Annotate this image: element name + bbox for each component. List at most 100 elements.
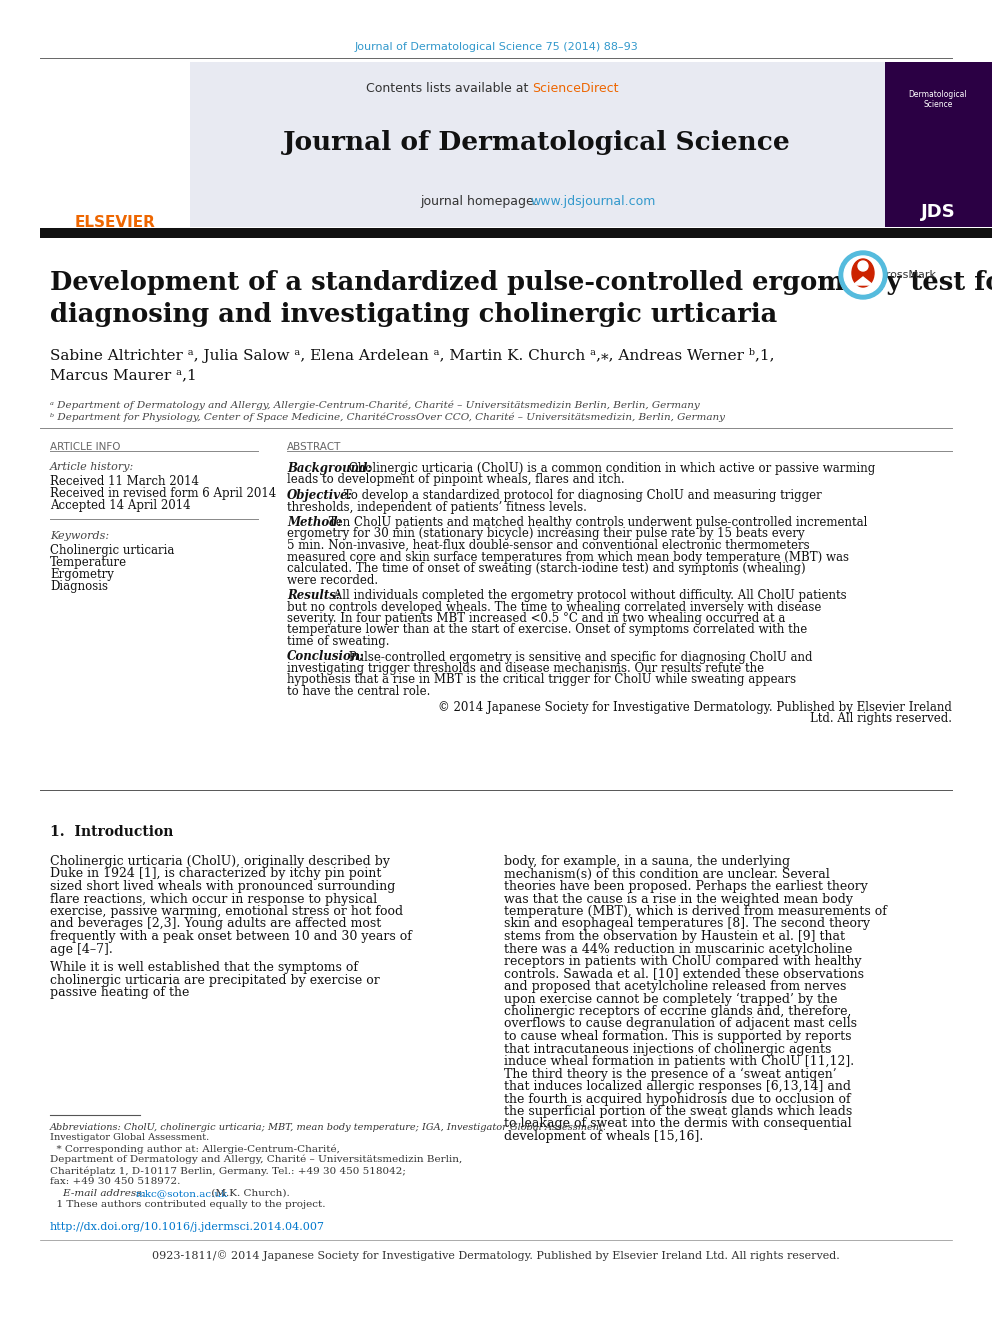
Text: Investigator Global Assessment.: Investigator Global Assessment. bbox=[50, 1132, 209, 1142]
Text: 5 min. Non-invasive, heat-flux double-sensor and conventional electronic thermom: 5 min. Non-invasive, heat-flux double-se… bbox=[287, 538, 809, 552]
Text: Cholinergic urticaria: Cholinergic urticaria bbox=[50, 544, 175, 557]
Text: the superficial portion of the sweat glands which leads: the superficial portion of the sweat gla… bbox=[504, 1105, 852, 1118]
Text: ARTICLE INFO: ARTICLE INFO bbox=[50, 442, 120, 452]
Text: ABSTRACT: ABSTRACT bbox=[287, 442, 341, 452]
Text: Department of Dermatology and Allergy, Charité – Universitätsmedizin Berlin,: Department of Dermatology and Allergy, C… bbox=[50, 1155, 462, 1164]
Text: there was a 44% reduction in muscarinic acetylcholine: there was a 44% reduction in muscarinic … bbox=[504, 942, 852, 955]
Text: theories have been proposed. Perhaps the earliest theory: theories have been proposed. Perhaps the… bbox=[504, 880, 868, 893]
Text: calculated. The time of onset of sweating (starch-iodine test) and symptoms (whe: calculated. The time of onset of sweatin… bbox=[287, 562, 806, 576]
Text: Science: Science bbox=[924, 101, 952, 108]
Text: Cholinergic urticaria (CholU), originally described by: Cholinergic urticaria (CholU), originall… bbox=[50, 855, 390, 868]
Text: (M.K. Church).: (M.K. Church). bbox=[208, 1189, 290, 1199]
Text: and proposed that acetylcholine released from nerves: and proposed that acetylcholine released… bbox=[504, 980, 846, 994]
Text: skin and esophageal temperatures [8]. The second theory: skin and esophageal temperatures [8]. Th… bbox=[504, 917, 870, 930]
Text: sized short lived wheals with pronounced surrounding: sized short lived wheals with pronounced… bbox=[50, 880, 396, 893]
Text: development of wheals [15,16].: development of wheals [15,16]. bbox=[504, 1130, 703, 1143]
Text: The third theory is the presence of a ‘sweat antigen’: The third theory is the presence of a ‘s… bbox=[504, 1068, 836, 1081]
Text: Charitéplatz 1, D-10117 Berlin, Germany. Tel.: +49 30 450 518042;: Charitéplatz 1, D-10117 Berlin, Germany.… bbox=[50, 1166, 406, 1176]
Text: 1 These authors contributed equally to the project.: 1 These authors contributed equally to t… bbox=[50, 1200, 325, 1209]
Bar bbox=[40, 228, 992, 238]
Text: ergometry for 30 min (stationary bicycle) increasing their pulse rate by 15 beat: ergometry for 30 min (stationary bicycle… bbox=[287, 528, 805, 541]
Text: fax: +49 30 450 518972.: fax: +49 30 450 518972. bbox=[50, 1177, 181, 1185]
Text: journal homepage:: journal homepage: bbox=[420, 194, 546, 208]
Text: Temperature: Temperature bbox=[50, 556, 127, 569]
Text: Ergometry: Ergometry bbox=[50, 568, 114, 581]
Text: All individuals completed the ergometry protocol without difficulty. All CholU p: All individuals completed the ergometry … bbox=[330, 589, 846, 602]
Text: ScienceDirect: ScienceDirect bbox=[532, 82, 618, 95]
Text: Ltd. All rights reserved.: Ltd. All rights reserved. bbox=[810, 712, 952, 725]
Text: Dermatological: Dermatological bbox=[909, 90, 967, 99]
Text: Journal of Dermatological Science 75 (2014) 88–93: Journal of Dermatological Science 75 (20… bbox=[354, 42, 638, 52]
Text: Journal of Dermatological Science: Journal of Dermatological Science bbox=[283, 130, 791, 155]
Text: severity. In four patients MBT increased <0.5 °C and in two whealing occurred at: severity. In four patients MBT increased… bbox=[287, 613, 786, 624]
Text: to cause wheal formation. This is supported by reports: to cause wheal formation. This is suppor… bbox=[504, 1031, 851, 1043]
Text: exercise, passive warming, emotional stress or hot food: exercise, passive warming, emotional str… bbox=[50, 905, 403, 918]
Text: mkc@soton.ac.uk: mkc@soton.ac.uk bbox=[136, 1189, 228, 1199]
Bar bbox=[885, 62, 992, 228]
Text: hypothesis that a rise in MBT is the critical trigger for CholU while sweating a: hypothesis that a rise in MBT is the cri… bbox=[287, 673, 797, 687]
Text: induce wheal formation in patients with CholU [11,12].: induce wheal formation in patients with … bbox=[504, 1054, 854, 1068]
Text: Received in revised form 6 April 2014: Received in revised form 6 April 2014 bbox=[50, 487, 276, 500]
Text: http://dx.doi.org/10.1016/j.jdermsci.2014.04.007: http://dx.doi.org/10.1016/j.jdermsci.201… bbox=[50, 1222, 325, 1232]
Text: diagnosing and investigating cholinergic urticaria: diagnosing and investigating cholinergic… bbox=[50, 302, 778, 327]
Text: but no controls developed wheals. The time to whealing correlated inversely with: but no controls developed wheals. The ti… bbox=[287, 601, 821, 614]
Text: temperature (MBT), which is derived from measurements of: temperature (MBT), which is derived from… bbox=[504, 905, 887, 918]
Text: Abbreviations: CholU, cholinergic urticaria; MBT, mean body temperature; IGA, In: Abbreviations: CholU, cholinergic urtica… bbox=[50, 1123, 607, 1132]
Text: Sabine Altrichter ᵃ, Julia Salow ᵃ, Elena Ardelean ᵃ, Martin K. Church ᵃ,⁎, Andr: Sabine Altrichter ᵃ, Julia Salow ᵃ, Elen… bbox=[50, 348, 775, 363]
Bar bbox=[190, 62, 885, 228]
Text: frequently with a peak onset between 10 and 30 years of: frequently with a peak onset between 10 … bbox=[50, 930, 412, 943]
Text: ELSEVIER: ELSEVIER bbox=[74, 216, 156, 230]
Text: investigating trigger thresholds and disease mechanisms. Our results refute the: investigating trigger thresholds and dis… bbox=[287, 662, 764, 675]
Text: Keywords:: Keywords: bbox=[50, 531, 109, 541]
Text: controls. Sawada et al. [10] extended these observations: controls. Sawada et al. [10] extended th… bbox=[504, 967, 864, 980]
Text: ᵇ Department for Physiology, Center of Space Medicine, CharitéCrossOver CCO, Cha: ᵇ Department for Physiology, Center of S… bbox=[50, 413, 725, 422]
Text: Ten CholU patients and matched healthy controls underwent pulse-controlled incre: Ten CholU patients and matched healthy c… bbox=[325, 516, 867, 529]
Text: that induces localized allergic responses [6,13,14] and: that induces localized allergic response… bbox=[504, 1080, 851, 1093]
Circle shape bbox=[844, 255, 882, 294]
Ellipse shape bbox=[852, 259, 874, 287]
Text: ᵃ Department of Dermatology and Allergy, Allergie-Centrum-Charité, Charité – Uni: ᵃ Department of Dermatology and Allergy,… bbox=[50, 400, 699, 410]
Text: were recorded.: were recorded. bbox=[287, 573, 378, 586]
Text: cholinergic receptors of eccrine glands and, therefore,: cholinergic receptors of eccrine glands … bbox=[504, 1005, 851, 1017]
Text: to leakage of sweat into the dermis with consequential: to leakage of sweat into the dermis with… bbox=[504, 1118, 851, 1130]
Text: © 2014 Japanese Society for Investigative Dermatology. Published by Elsevier Ire: © 2014 Japanese Society for Investigativ… bbox=[438, 700, 952, 713]
Text: leads to development of pinpoint wheals, flares and itch.: leads to development of pinpoint wheals,… bbox=[287, 474, 625, 487]
Text: While it is well established that the symptoms of: While it is well established that the sy… bbox=[50, 962, 358, 974]
Bar bbox=[40, 62, 190, 228]
Text: Conclusion:: Conclusion: bbox=[287, 651, 365, 664]
Text: that intracutaneous injections of cholinergic agents: that intracutaneous injections of cholin… bbox=[504, 1043, 831, 1056]
Text: E-mail address:: E-mail address: bbox=[50, 1189, 149, 1199]
Text: Method:: Method: bbox=[287, 516, 342, 529]
Text: * Corresponding author at: Allergie-Centrum-Charité,: * Corresponding author at: Allergie-Cent… bbox=[50, 1144, 340, 1154]
Text: 1.  Introduction: 1. Introduction bbox=[50, 826, 174, 839]
Text: flare reactions, which occur in response to physical: flare reactions, which occur in response… bbox=[50, 893, 377, 905]
Text: cholinergic urticaria are precipitated by exercise or: cholinergic urticaria are precipitated b… bbox=[50, 974, 380, 987]
Circle shape bbox=[858, 261, 868, 271]
Text: Contents lists available at: Contents lists available at bbox=[366, 82, 532, 95]
Text: to have the central role.: to have the central role. bbox=[287, 685, 431, 699]
Text: receptors in patients with CholU compared with healthy: receptors in patients with CholU compare… bbox=[504, 955, 862, 968]
Text: Diagnosis: Diagnosis bbox=[50, 579, 108, 593]
Text: 0923-1811/© 2014 Japanese Society for Investigative Dermatology. Published by El: 0923-1811/© 2014 Japanese Society for In… bbox=[152, 1250, 840, 1261]
Text: Pulse-controlled ergometry is sensitive and specific for diagnosing CholU and: Pulse-controlled ergometry is sensitive … bbox=[345, 651, 812, 664]
Text: and beverages [2,3]. Young adults are affected most: and beverages [2,3]. Young adults are af… bbox=[50, 917, 381, 930]
Polygon shape bbox=[853, 277, 873, 284]
Text: Cholinergic urticaria (CholU) is a common condition in which active or passive w: Cholinergic urticaria (CholU) is a commo… bbox=[345, 462, 875, 475]
Text: overflows to cause degranulation of adjacent mast cells: overflows to cause degranulation of adja… bbox=[504, 1017, 857, 1031]
Text: Results:: Results: bbox=[287, 589, 340, 602]
Text: JDS: JDS bbox=[921, 202, 955, 221]
Text: measured core and skin surface temperatures from which mean body temperature (MB: measured core and skin surface temperatu… bbox=[287, 550, 849, 564]
Text: Objective:: Objective: bbox=[287, 490, 353, 501]
Text: Background:: Background: bbox=[287, 462, 372, 475]
Text: Duke in 1924 [1], is characterized by itchy pin point: Duke in 1924 [1], is characterized by it… bbox=[50, 868, 381, 881]
Text: Accepted 14 April 2014: Accepted 14 April 2014 bbox=[50, 499, 190, 512]
Text: mechanism(s) of this condition are unclear. Several: mechanism(s) of this condition are uncle… bbox=[504, 868, 829, 881]
Text: www.jdsjournal.com: www.jdsjournal.com bbox=[530, 194, 656, 208]
Text: To develop a standardized protocol for diagnosing CholU and measuring trigger: To develop a standardized protocol for d… bbox=[340, 490, 821, 501]
Text: CrossMark: CrossMark bbox=[878, 270, 936, 280]
Text: stems from the observation by Haustein et al. [9] that: stems from the observation by Haustein e… bbox=[504, 930, 845, 943]
Text: Development of a standardized pulse-controlled ergometry test for: Development of a standardized pulse-cont… bbox=[50, 270, 992, 295]
Text: Article history:: Article history: bbox=[50, 462, 134, 472]
Text: passive heating of the: passive heating of the bbox=[50, 986, 189, 999]
Text: upon exercise cannot be completely ‘trapped’ by the: upon exercise cannot be completely ‘trap… bbox=[504, 992, 837, 1005]
